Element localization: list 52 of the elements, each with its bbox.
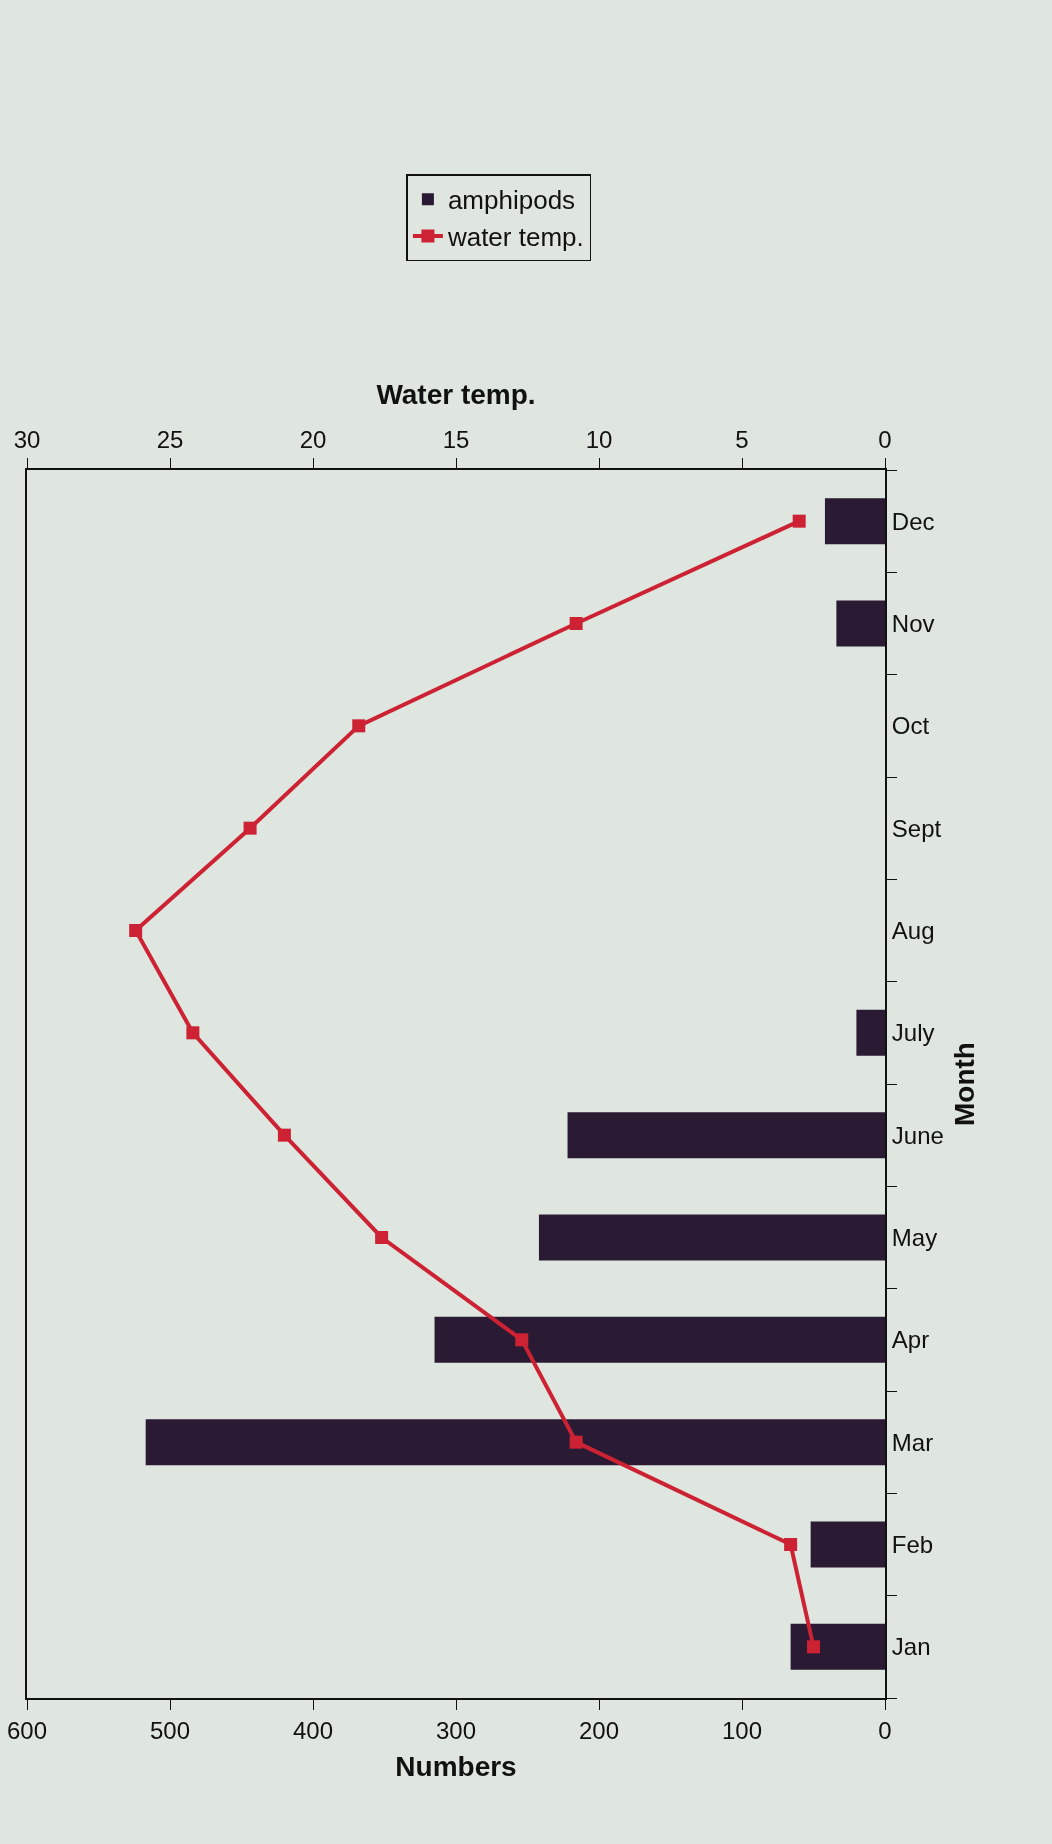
point bbox=[129, 924, 143, 937]
y-tick-label: June bbox=[891, 1121, 944, 1149]
point bbox=[352, 719, 366, 733]
x2-tick-label: 10 bbox=[585, 426, 613, 454]
bar bbox=[824, 498, 885, 545]
point bbox=[515, 1333, 529, 1347]
x-tick-label: 300 bbox=[435, 1716, 477, 1744]
x-tick-label: 600 bbox=[6, 1716, 48, 1744]
bar bbox=[145, 1419, 885, 1466]
bar bbox=[836, 600, 885, 647]
point bbox=[243, 821, 257, 835]
x2-axis-title: Water temp. bbox=[376, 378, 536, 410]
x2-tick-label: 15 bbox=[442, 426, 470, 454]
point bbox=[186, 1026, 200, 1040]
bar bbox=[567, 1112, 885, 1159]
x2-tick-label: 20 bbox=[299, 426, 327, 454]
bar bbox=[538, 1214, 885, 1261]
x2-tick-label: 5 bbox=[735, 426, 749, 454]
y-tick-label: Mar bbox=[891, 1428, 934, 1456]
legend-label: amphipods bbox=[447, 185, 576, 216]
x-tick-label: 200 bbox=[578, 1716, 620, 1744]
bar bbox=[790, 1623, 885, 1670]
point bbox=[375, 1231, 389, 1244]
y-tick-label: Jan bbox=[891, 1633, 931, 1661]
x-tick-label: 500 bbox=[149, 1716, 191, 1744]
y-tick-label: Nov bbox=[891, 609, 935, 637]
y-tick-label: Feb bbox=[891, 1530, 934, 1558]
point bbox=[569, 1435, 583, 1449]
x-axis-title: Numbers bbox=[395, 1751, 517, 1783]
point bbox=[792, 514, 806, 528]
y-axis-title: Month bbox=[949, 1042, 981, 1126]
bar bbox=[856, 1009, 885, 1056]
x-tick-label: 100 bbox=[721, 1716, 763, 1744]
point bbox=[277, 1128, 291, 1142]
y-tick-label: Aug bbox=[891, 916, 935, 944]
y-tick-label: Sept bbox=[891, 814, 942, 842]
x-tick-label: 0 bbox=[878, 1716, 892, 1744]
x2-tick-label: 25 bbox=[156, 426, 184, 454]
point bbox=[807, 1640, 820, 1654]
y-tick-label: Apr bbox=[891, 1326, 930, 1354]
y-tick-label: May bbox=[891, 1223, 938, 1251]
x2-tick-label: 0 bbox=[878, 426, 892, 454]
bar bbox=[810, 1521, 885, 1568]
point bbox=[784, 1538, 798, 1551]
y-tick-label: Oct bbox=[891, 712, 930, 740]
legend-label: water temp. bbox=[446, 222, 584, 253]
point bbox=[569, 617, 583, 630]
bar bbox=[434, 1316, 885, 1363]
x2-tick-label: 30 bbox=[13, 426, 41, 454]
y-tick-label: Dec bbox=[891, 507, 935, 535]
x-tick-label: 400 bbox=[292, 1716, 334, 1744]
y-tick-label: July bbox=[891, 1019, 935, 1047]
